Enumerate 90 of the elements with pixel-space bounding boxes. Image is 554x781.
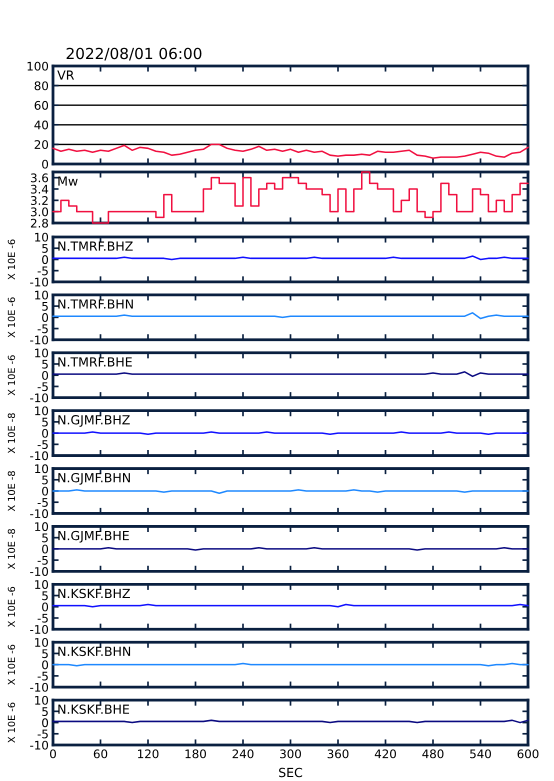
chart-title: N.TMRF.BHN: [58, 299, 133, 309]
x-axis-title: SEC: [279, 768, 302, 778]
y-tick-label: -5: [38, 440, 48, 449]
y-axis-title: X 10E -8: [8, 471, 16, 512]
y-axis-title: X 10E -6: [8, 355, 16, 396]
y-tick-label: -10: [30, 393, 48, 402]
line-series: [52, 144, 529, 159]
y-tick-label: -5: [38, 556, 48, 565]
y-tick-label: 0: [42, 544, 48, 554]
chart-title: N.GJMF.BHZ: [58, 415, 130, 427]
x-tick-label: 0: [50, 749, 56, 758]
y-tick-label: 0: [42, 370, 48, 380]
chart-title: N.KSKF.BHE: [58, 704, 130, 714]
y-tick-label: 0: [42, 160, 48, 169]
y-tick-label: 10: [35, 638, 48, 647]
y-tick-label: 3.0: [30, 207, 48, 216]
y-tick-label: -5: [38, 382, 48, 392]
y-tick-label: -10: [30, 740, 48, 750]
y-axis-title: X 10E -6: [8, 586, 16, 628]
y-tick-label: 3.2: [30, 196, 48, 205]
y-tick-label: 10: [35, 696, 48, 705]
y-tick-label: -10: [30, 278, 48, 287]
y-tick-label: -5: [38, 498, 48, 507]
chart-title: N.GJMF.BHE: [58, 530, 129, 543]
y-axis-title: X 10E -6: [8, 644, 16, 685]
y-tick-label: -5: [38, 672, 48, 681]
y-tick-label: 2.8: [30, 218, 48, 228]
y-tick-label: 80: [34, 81, 48, 90]
y-tick-label: -10: [30, 509, 48, 518]
chart-title: N.GJMF.BHN: [58, 472, 130, 485]
y-tick-label: 0: [42, 602, 48, 612]
y-tick-label: 60: [34, 100, 48, 110]
y-axis-title: X 10E -6: [8, 702, 16, 743]
chart-title: Mw: [58, 176, 78, 186]
y-tick-label: -5: [38, 324, 48, 334]
chart-title: N.KSKF.BHZ: [58, 588, 130, 598]
text: 2022/08/01 06:00: [66, 48, 202, 60]
y-tick-label: 10: [35, 580, 48, 589]
y-tick-label: 100: [28, 62, 48, 71]
y-tick-label: -10: [30, 567, 48, 576]
y-tick-label: 5: [42, 418, 48, 427]
y-tick-label: 5: [42, 707, 48, 716]
y-tick-label: 5: [42, 244, 48, 253]
y-tick-label: 40: [34, 120, 48, 130]
y-tick-label: 10: [35, 232, 48, 242]
y-tick-label: -5: [38, 614, 48, 623]
y-tick-label: 10: [35, 290, 48, 300]
x-tick-label: 420: [374, 749, 396, 758]
y-tick-label: 0: [42, 255, 48, 264]
y-axis-title: X 10E -8: [8, 529, 16, 570]
x-tick-label: 480: [422, 749, 444, 758]
y-tick-label: 0: [42, 313, 48, 322]
x-tick-label: 180: [186, 749, 206, 758]
y-tick-label: -10: [30, 336, 48, 344]
y-tick-label: 10: [35, 406, 48, 416]
y-tick-label: 5: [42, 591, 48, 600]
x-tick-label: 600: [518, 749, 538, 758]
y-tick-label: 5: [42, 534, 48, 542]
y-tick-label: 0: [42, 660, 48, 670]
y-tick-label: 5: [42, 360, 48, 369]
y-tick-label: 5: [42, 649, 48, 658]
x-tick-label: 240: [232, 749, 254, 758]
chart-title: N.TMRF.BHZ: [58, 242, 133, 251]
y-tick-label: 0: [42, 486, 48, 496]
y-tick-label: 0: [42, 428, 48, 438]
y-tick-label: 3.4: [30, 184, 48, 194]
y-tick-label: -10: [30, 451, 48, 460]
x-tick-label: 120: [138, 749, 158, 758]
x-tick-label: 540: [470, 749, 491, 758]
chart-title: VR: [57, 70, 74, 80]
y-tick-label: 10: [35, 522, 48, 532]
y-tick-label: 20: [34, 140, 48, 150]
y-axis-title: X 10E -8: [8, 413, 16, 454]
x-tick-label: 60: [94, 749, 108, 758]
y-tick-label: 10: [35, 348, 48, 358]
y-tick-label: -5: [38, 730, 48, 738]
y-tick-label: 5: [42, 476, 48, 484]
y-tick-label: -10: [30, 682, 48, 692]
y-tick-label: 0: [42, 718, 48, 728]
x-tick-label: 300: [280, 749, 301, 758]
x-tick-label: 360: [328, 749, 348, 758]
y-tick-label: -5: [38, 266, 48, 276]
y-tick-label: 3.6: [30, 173, 48, 182]
y-axis-title: X 10E -6: [8, 240, 16, 280]
chart-title: N.TMRF.BHE: [58, 357, 132, 366]
y-tick-label: 10: [35, 464, 48, 474]
y-tick-label: 5: [42, 302, 48, 311]
chart-title: N.KSKF.BHN: [58, 646, 130, 656]
y-tick-label: -10: [30, 624, 48, 634]
y-axis-title: X 10E -6: [8, 297, 16, 338]
